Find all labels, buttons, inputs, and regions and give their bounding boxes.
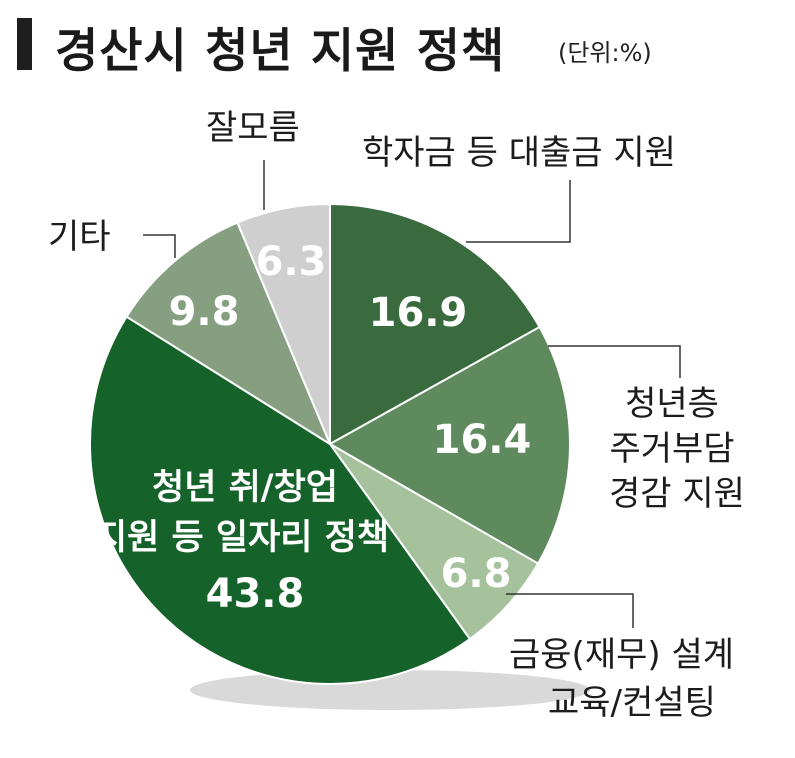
pie-slice-5 xyxy=(236,202,331,445)
label-finance-line1: 금융(재무) 설계 xyxy=(509,635,735,675)
label-jobs-line1: 청년 취/창업 xyxy=(152,468,338,508)
label-finance-line2: 교육/컨설팅 xyxy=(548,683,716,723)
label-loan: 학자금 등 대출금 지원 xyxy=(362,133,676,173)
value-housing: 16.4 xyxy=(432,417,532,463)
value-other: 9.8 xyxy=(168,289,240,335)
label-housing-line2: 주거부담 xyxy=(609,429,735,469)
label-housing-line3: 경감 지원 xyxy=(609,474,745,514)
leader-finance xyxy=(506,593,634,628)
label-housing-line1: 청년층 xyxy=(625,384,719,424)
leader-other xyxy=(143,234,176,258)
pie-slice-3 xyxy=(89,315,472,685)
leader-loan xyxy=(466,180,571,243)
chart-title: 경산시 청년 지원 정책 xyxy=(55,24,506,79)
pie-slice-0 xyxy=(329,202,541,446)
value-finance: 6.8 xyxy=(440,551,512,597)
unit-label: (단위:%) xyxy=(558,39,652,67)
value-loan: 16.9 xyxy=(368,290,468,336)
leader-housing xyxy=(548,345,681,378)
title-marker xyxy=(17,18,32,70)
label-jobs-line2: 지원 등 일자리 정책 xyxy=(94,518,390,558)
pie-slice-1 xyxy=(327,325,571,565)
value-jobs: 43.8 xyxy=(205,571,305,617)
chart-header: 경산시 청년 지원 정책 (단위:%) xyxy=(0,0,795,90)
label-other: 기타 xyxy=(48,217,111,257)
pie-slice-4 xyxy=(125,221,333,447)
value-unknown: 6.3 xyxy=(255,239,327,285)
label-unknown: 잘모름 xyxy=(206,108,300,148)
